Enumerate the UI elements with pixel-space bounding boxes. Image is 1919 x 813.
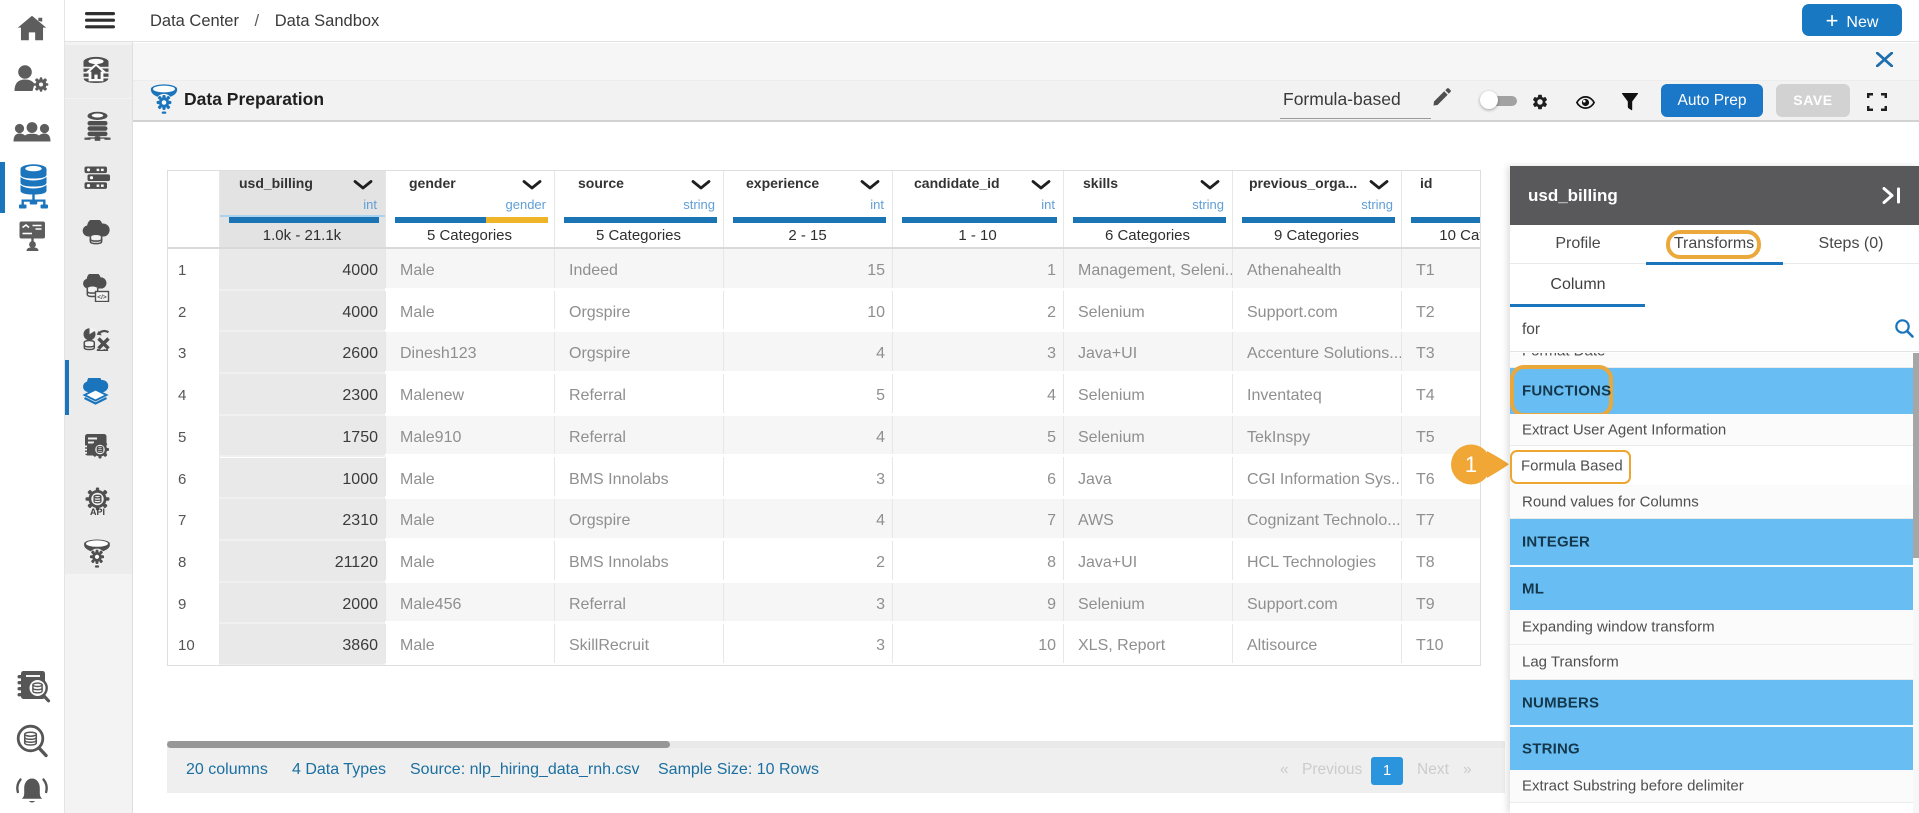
svg-text:API: API	[90, 507, 105, 516]
svg-text:</>: </>	[97, 294, 107, 301]
svg-text:1: 1	[1465, 452, 1477, 477]
